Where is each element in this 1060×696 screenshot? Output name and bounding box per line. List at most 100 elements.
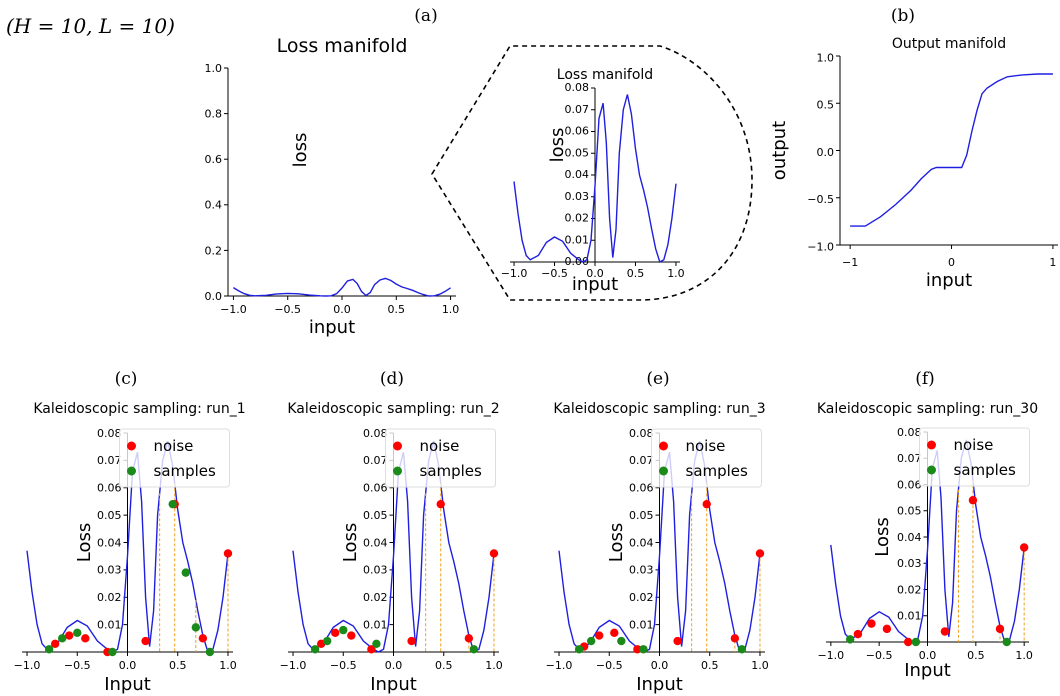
- noise-point: [50, 639, 60, 648]
- legend-box: [651, 428, 762, 488]
- y-tick-label: 0.0: [817, 146, 835, 159]
- noise-point: [730, 634, 740, 643]
- y-tick-label: 0.02: [565, 212, 590, 225]
- panel-letter: (e): [646, 369, 669, 389]
- y-tick-label: 0.05: [897, 505, 922, 518]
- y-tick-label: 0.04: [363, 536, 388, 549]
- y-tick-label: 0.04: [565, 168, 590, 181]
- y-tick-label: 0.01: [363, 618, 388, 631]
- legend-samples-label: samples: [686, 462, 749, 480]
- noise-point: [1019, 543, 1029, 552]
- y-tick-label: 0.07: [97, 454, 122, 467]
- y-tick-label: 0.0: [205, 290, 223, 303]
- y-tick-label: 0.01: [897, 610, 922, 623]
- sample-point: [57, 634, 67, 643]
- x-tick-label: −1.0: [220, 303, 247, 316]
- panel-d_run2: (d) Kaleidoscopic sampling: run_2 −1.0 −0.5…: [280, 369, 503, 695]
- y-tick-label: −1.0: [807, 240, 834, 253]
- noise-point: [198, 634, 208, 643]
- y-tick-label: 0.04: [897, 531, 922, 544]
- panel-letter: (c): [115, 369, 138, 389]
- x-tick-label: −0.5: [274, 303, 301, 316]
- y-tick-label: 0.2: [205, 244, 223, 257]
- y-tick-label: 0.05: [565, 146, 590, 159]
- legend-box: [119, 428, 230, 488]
- noise-point: [489, 549, 499, 558]
- loss-curve-line: [513, 94, 677, 264]
- panel-a_main: (a) Loss manifold −1.0 −0.5 0.0 0.5 1.0 0.0 0.2 0…: [205, 6, 460, 338]
- x-tick-label: 1.0: [219, 659, 237, 672]
- panel-letter: (f): [915, 369, 935, 389]
- y-tick-label: 0.5: [817, 99, 835, 112]
- x-tick-label: 0.0: [651, 659, 669, 672]
- y-tick-label: 0.02: [897, 583, 922, 596]
- legend-samples-marker: [127, 466, 136, 476]
- sample-point: [737, 645, 747, 654]
- noise-point: [882, 624, 892, 634]
- panel-letter: (a): [414, 6, 437, 26]
- legend-noise-label: noise: [154, 437, 194, 455]
- y-tick-label: 0.06: [97, 482, 122, 495]
- x-tick-label: 0.0: [119, 659, 137, 672]
- y-tick-label: 0.07: [629, 454, 654, 467]
- x-tick-label: 1.0: [751, 659, 769, 672]
- y-tick-label: 0.06: [629, 482, 654, 495]
- y-tick-label: 0.05: [629, 509, 654, 522]
- noise-point: [407, 636, 416, 646]
- noise-point: [940, 627, 950, 636]
- y-axis-label: loss: [547, 128, 568, 163]
- x-tick-label: −1.0: [817, 649, 844, 662]
- figure-header: (H = 10, L = 10): [6, 14, 175, 38]
- legend-samples-label: samples: [954, 461, 1017, 479]
- chart-title: Kaleidoscopic sampling: run_1: [33, 401, 245, 417]
- x-tick-label: 0.5: [967, 649, 985, 662]
- panel-a_zoom: Loss manifold −1.0 −0.5 0.0 0.5 1.0 0.00 0.01 0.…: [501, 67, 685, 295]
- y-axis-label: Loss: [872, 517, 893, 556]
- y-tick-label: 0.03: [97, 564, 122, 577]
- y-tick-label: 1.0: [205, 62, 223, 75]
- y-tick-label: 0.03: [629, 564, 654, 577]
- x-tick-label: 0.0: [333, 303, 351, 316]
- x-tick-label: 0.5: [169, 659, 187, 672]
- x-tick-label: −1.0: [14, 659, 41, 672]
- y-tick-label: 0.6: [205, 153, 223, 166]
- noise-point: [436, 499, 445, 509]
- y-tick-label: 0.08: [629, 427, 654, 440]
- loss-curve-line: [233, 277, 451, 297]
- legend-noise-label: noise: [686, 437, 726, 455]
- y-tick-label: 0.08: [97, 427, 122, 440]
- y-tick-label: 0.03: [565, 190, 590, 203]
- legend-noise-marker: [127, 441, 136, 451]
- x-tick-label: 1.0: [442, 303, 460, 316]
- y-tick-label: 0.01: [565, 233, 590, 246]
- sample-point: [639, 645, 648, 654]
- x-tick-label: −1.0: [501, 267, 528, 280]
- legend-box: [385, 428, 496, 488]
- x-axis-label: Input: [104, 674, 151, 695]
- y-tick-label: 0.8: [205, 107, 223, 120]
- chart-title: Output manifold: [892, 36, 1006, 52]
- y-axis-label: loss: [290, 133, 311, 168]
- x-tick-label: 1: [1049, 256, 1056, 269]
- noise-point: [595, 631, 604, 640]
- legend-box: [919, 427, 1030, 487]
- noise-point: [65, 631, 74, 640]
- panel-letter: (d): [380, 369, 404, 389]
- y-tick-label: 0.08: [897, 426, 922, 439]
- legend-samples-label: samples: [420, 462, 483, 480]
- sample-point: [310, 645, 320, 654]
- legend-samples-label: samples: [154, 462, 217, 480]
- sample-point: [372, 639, 381, 648]
- y-tick-label: 0.03: [363, 564, 388, 577]
- x-tick-label: 0.0: [385, 659, 403, 672]
- x-axis-label: input: [926, 270, 972, 291]
- x-tick-label: 1.0: [485, 659, 503, 672]
- y-tick-label: 0.07: [897, 452, 922, 465]
- noise-point: [702, 499, 711, 509]
- panel-c_run1: (c) Kaleidoscopic sampling: run_1 −1.0 −0.5…: [14, 369, 246, 695]
- legend-samples-marker: [927, 465, 936, 475]
- sample-point: [1002, 637, 1011, 647]
- y-tick-label: 0.06: [363, 482, 388, 495]
- sample-point: [44, 645, 54, 654]
- legend-noise-label: noise: [420, 437, 460, 455]
